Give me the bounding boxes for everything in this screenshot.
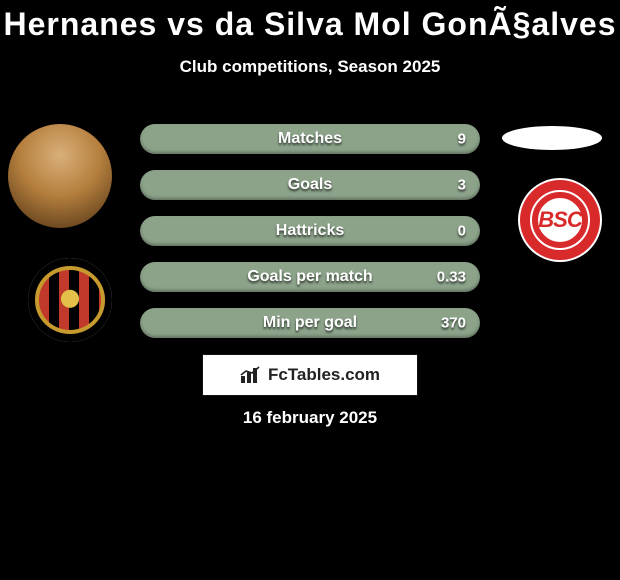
brand-box[interactable]: FcTables.com [202,354,418,396]
stat-label: Matches [278,130,342,148]
stat-row: Min per goal 370 [140,308,480,338]
stat-value-right: 9 [458,131,466,148]
stat-label: Goals [288,176,332,194]
page-subtitle: Club competitions, Season 2025 [0,57,620,77]
stat-row: Goals per match 0.33 [140,262,480,292]
stat-row: Hattricks 0 [140,216,480,246]
crest-stripes-icon [28,258,112,342]
brand-text: FcTables.com [268,365,380,385]
footer-date: 16 february 2025 [0,408,620,428]
stat-value-right: 370 [441,315,466,332]
player-left-avatar [8,124,112,228]
stats-panel: Matches 9 Goals 3 Hattricks 0 Goals per match 0… [140,124,480,354]
stat-value-right: 0.33 [437,269,466,286]
crest-bsc-icon: BSC [518,178,602,262]
stat-value-right: 3 [458,177,466,194]
chart-icon [240,366,262,384]
page-title: Hernanes vs da Silva Mol GonÃ§alves [0,0,620,43]
stat-row: Matches 9 [140,124,480,154]
club-right-crest: BSC [518,178,602,262]
stat-value-right: 0 [458,223,466,240]
player-right-avatar [502,126,602,150]
club-left-crest [28,258,112,342]
stat-label: Goals per match [247,268,372,286]
stat-label: Hattricks [276,222,344,240]
stat-label: Min per goal [263,314,357,332]
stat-row: Goals 3 [140,170,480,200]
